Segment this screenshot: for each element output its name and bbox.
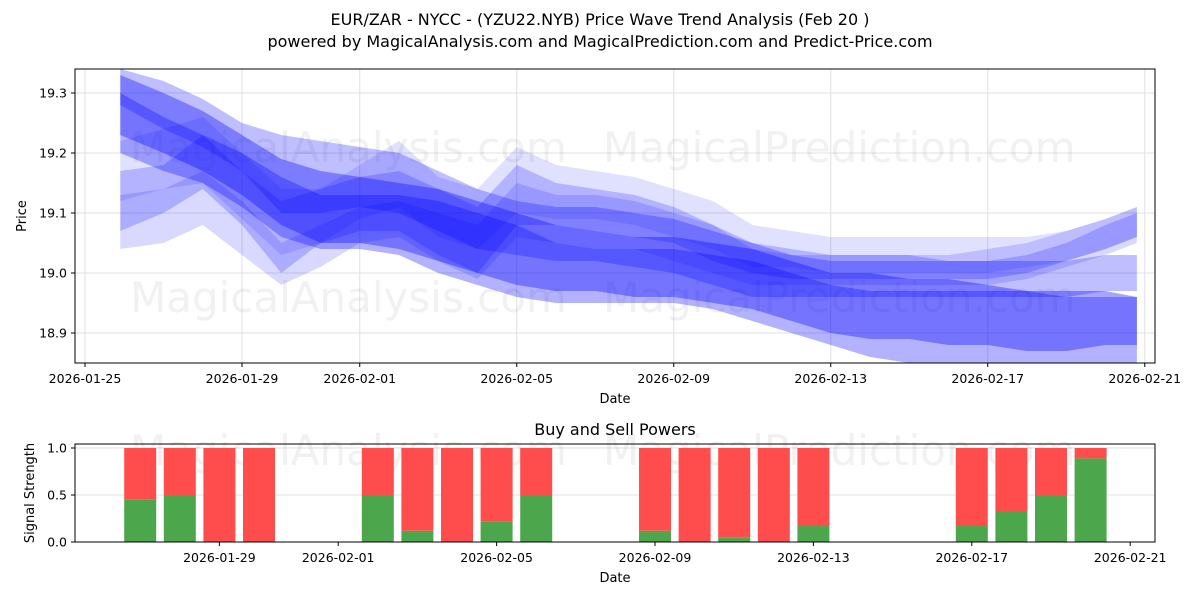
y-tick-label: 1.0 bbox=[47, 441, 67, 456]
sell-bar bbox=[995, 448, 1027, 511]
buy-bar bbox=[639, 531, 671, 542]
x-tick-label: 2026-02-01 bbox=[302, 550, 375, 565]
x-tick-label: 2026-02-21 bbox=[1108, 371, 1181, 386]
sell-bar bbox=[401, 448, 433, 531]
x-tick-label: 2026-02-13 bbox=[777, 550, 850, 565]
price-wave-bands bbox=[120, 69, 1137, 375]
x-tick-label: 2026-02-17 bbox=[935, 550, 1008, 565]
x-tick-label: 2026-02-13 bbox=[794, 371, 867, 386]
sell-bar bbox=[679, 448, 711, 542]
buy-bar bbox=[164, 495, 196, 542]
y-tick-label: 0.5 bbox=[47, 488, 67, 503]
sell-bar bbox=[797, 448, 829, 526]
sell-bar bbox=[203, 448, 235, 542]
x-tick-label: 2026-01-29 bbox=[206, 371, 279, 386]
x-tick-label: 2026-02-09 bbox=[619, 550, 692, 565]
sell-bar bbox=[164, 448, 196, 495]
buy-bar bbox=[481, 521, 513, 542]
price-ylabel: Price bbox=[15, 200, 30, 232]
buy-bar bbox=[956, 526, 988, 542]
buy-bar bbox=[401, 531, 433, 542]
x-tick-label: 2026-02-01 bbox=[323, 371, 396, 386]
sell-bar bbox=[441, 448, 473, 542]
x-tick-label: 2026-02-05 bbox=[480, 371, 553, 386]
buy-bar bbox=[520, 495, 552, 542]
buy-bar bbox=[718, 537, 750, 542]
sell-bar bbox=[1035, 448, 1067, 495]
x-tick-label: 2026-01-29 bbox=[183, 550, 256, 565]
price-xlabel: Date bbox=[599, 392, 630, 407]
buy-bar bbox=[1035, 495, 1067, 542]
buy-bar bbox=[124, 500, 156, 542]
buy-bar bbox=[1075, 458, 1107, 542]
sell-bar bbox=[718, 448, 750, 537]
signal-xlabel: Date bbox=[599, 571, 630, 586]
buy-bar bbox=[995, 511, 1027, 542]
x-tick-label: 2026-02-05 bbox=[460, 550, 533, 565]
sell-bar bbox=[956, 448, 988, 526]
y-tick-label: 19.3 bbox=[39, 86, 67, 101]
y-tick-label: 0.0 bbox=[47, 535, 67, 550]
sell-bar bbox=[1075, 448, 1107, 458]
sell-bar bbox=[520, 448, 552, 495]
x-tick-label: 2026-02-17 bbox=[951, 371, 1024, 386]
chart-canvas: MagicalAnalysis.comMagicalPrediction.com… bbox=[0, 0, 1200, 600]
y-tick-label: 19.2 bbox=[39, 146, 67, 161]
y-tick-label: 19.1 bbox=[39, 206, 67, 221]
y-tick-label: 19.0 bbox=[39, 266, 67, 281]
sell-bar bbox=[639, 448, 671, 531]
x-tick-label: 2026-01-25 bbox=[49, 371, 122, 386]
y-tick-label: 18.9 bbox=[39, 326, 67, 341]
sell-bar bbox=[758, 448, 790, 542]
sell-bar bbox=[243, 448, 275, 542]
signal-ylabel: Signal Strength bbox=[23, 443, 38, 543]
buy-bar bbox=[362, 495, 394, 542]
sell-bar bbox=[124, 448, 156, 500]
sell-bar bbox=[362, 448, 394, 495]
buy-bar bbox=[797, 526, 829, 542]
watermark: MagicalPrediction.com bbox=[603, 123, 1076, 172]
sell-bar bbox=[481, 448, 513, 521]
x-tick-label: 2026-02-21 bbox=[1094, 550, 1167, 565]
x-tick-label: 2026-02-09 bbox=[637, 371, 710, 386]
